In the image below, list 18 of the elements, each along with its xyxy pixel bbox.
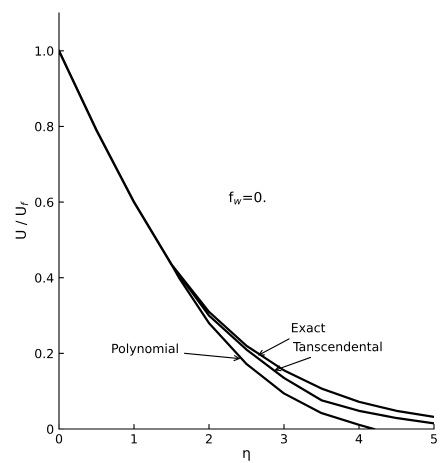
annotation: Polynomial [112,344,178,356]
x-axis-title: η [243,450,250,461]
y-tick-label: 0.2 [35,348,53,358]
x-tick-label: 2 [206,434,212,444]
annotation: Exact [292,323,326,332]
y-tick-label: 0.4 [35,273,54,283]
y-axis-title: U / U$_{f}$ [16,201,28,239]
annotation: Tanscendental [292,342,382,352]
x-tick-label: 5 [430,434,437,444]
y-tick-label: 1.0 [36,46,54,56]
x-tick-label: 4 [356,434,362,444]
x-tick-label: 1 [131,434,137,444]
y-tick-label: 0 [47,424,54,434]
y-tick-label: 0.8 [35,122,54,132]
x-tick-label: 3 [280,434,287,444]
x-tick-label: 0 [56,434,62,444]
annotation: f$_{w}$=0. [228,192,266,204]
y-tick-label: 0.6 [35,198,54,208]
